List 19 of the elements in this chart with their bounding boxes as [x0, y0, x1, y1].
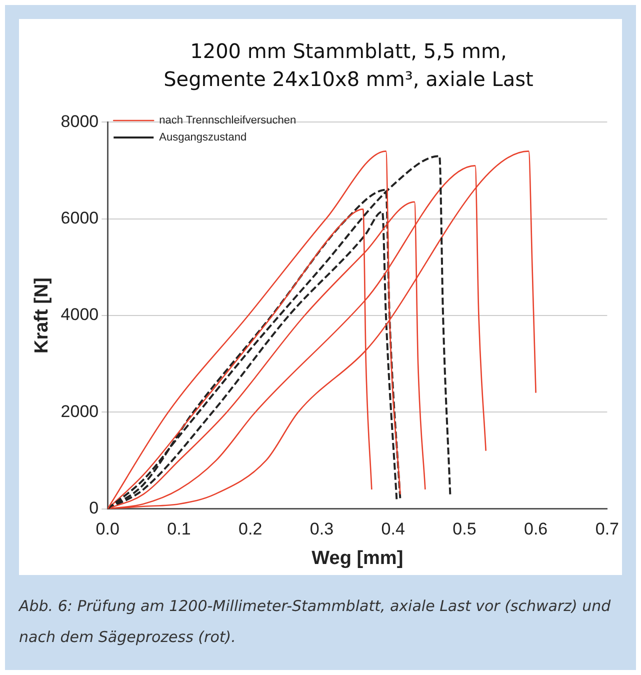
y-tick-label: 2000: [60, 402, 99, 421]
x-tick-label: 0.0: [96, 520, 120, 539]
y-tick-label: 4000: [60, 305, 99, 324]
legend-label: nach Trennschleifversuchen: [159, 114, 296, 127]
x-tick-label: 0.4: [381, 520, 405, 539]
x-tick-label: 0.7: [595, 520, 620, 539]
y-axis-title: Kraft [N]: [32, 278, 53, 354]
x-tick-label: 0.3: [310, 520, 334, 539]
y-tick-label: 8000: [60, 112, 99, 131]
caption: Abb. 6: Prüfung am 1200-Millimeter-Stammblatt, axiale Last vor (schwarz) und nach dem Sägeprozess (rot).: [19, 596, 612, 648]
x-tick-label: 0.6: [524, 520, 548, 539]
chart-title: 1200 mm Stammblatt, 5,5 mm, Segmente 24x10x8 mm³, axiale Last: [162, 38, 534, 93]
legend-label: Ausgangszustand: [159, 132, 247, 144]
x-axis-title: Weg [mm]: [312, 548, 404, 569]
y-tick-label: 6000: [60, 208, 99, 228]
x-tick-label: 0.2: [238, 520, 262, 539]
x-tick-label: 0.5: [452, 520, 476, 539]
y-tick-label: 0: [89, 498, 99, 518]
x-tick-label: 0.1: [167, 520, 191, 539]
